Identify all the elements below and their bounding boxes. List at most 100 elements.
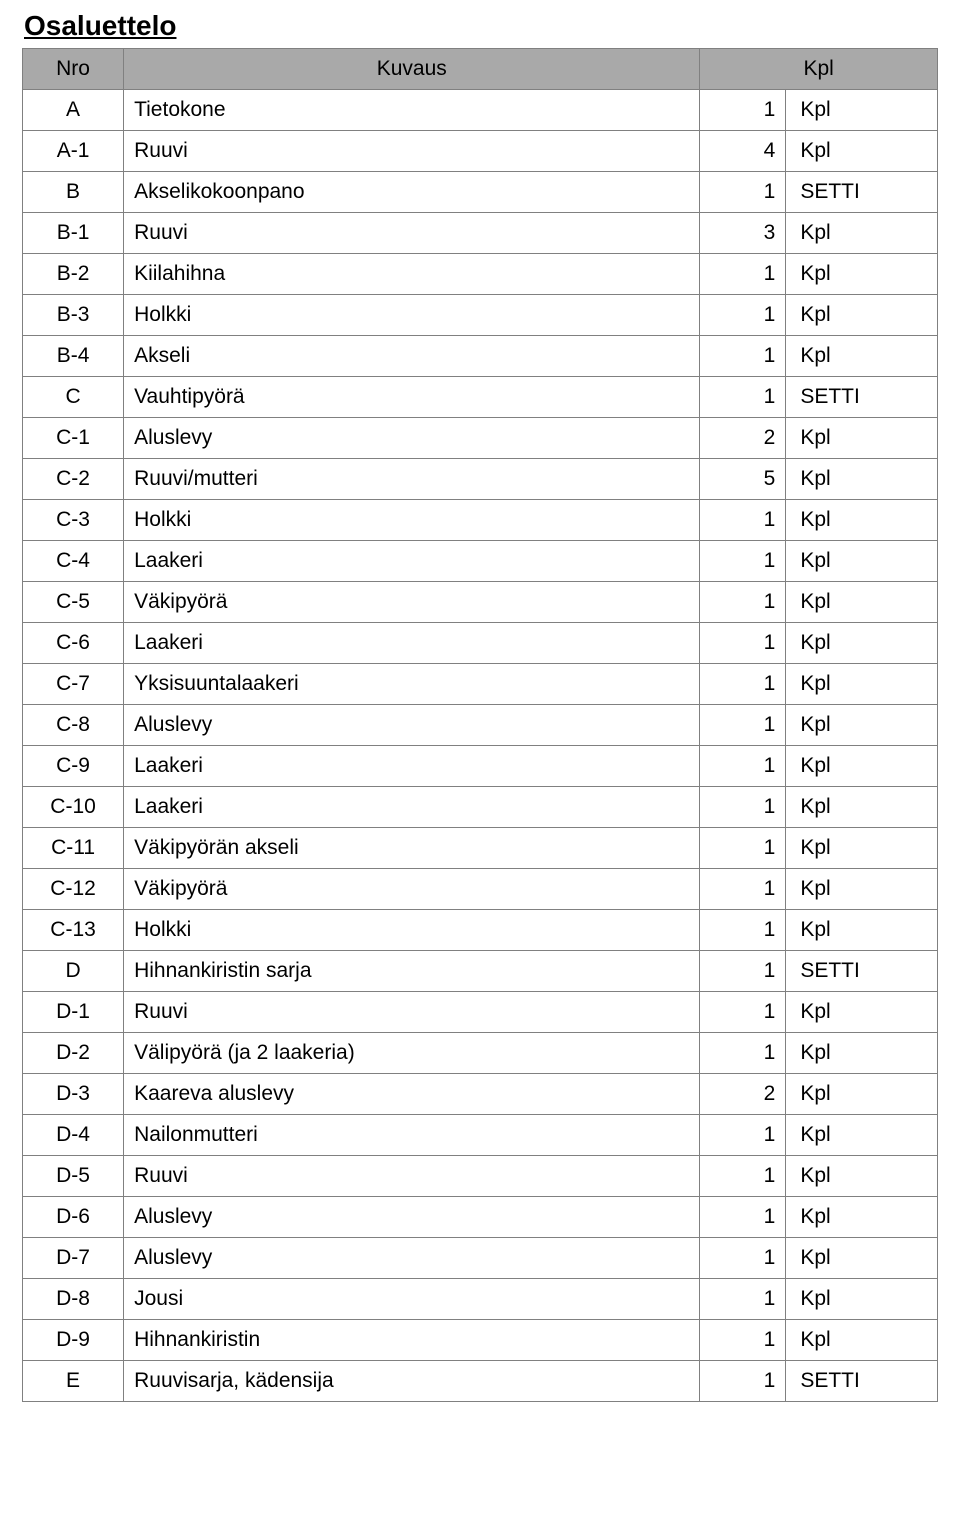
cell-qty: 1 — [700, 541, 786, 582]
cell-unit: Kpl — [786, 1279, 938, 1320]
table-row: C-7Yksisuuntalaakeri1Kpl — [23, 664, 938, 705]
cell-desc: Akselikokoonpano — [124, 172, 700, 213]
cell-qty: 2 — [700, 1074, 786, 1115]
cell-desc: Jousi — [124, 1279, 700, 1320]
cell-qty: 1 — [700, 1115, 786, 1156]
cell-desc: Väkipyörä — [124, 869, 700, 910]
cell-unit: Kpl — [786, 90, 938, 131]
table-row: D-1Ruuvi1Kpl — [23, 992, 938, 1033]
table-row: B-4Akseli1Kpl — [23, 336, 938, 377]
cell-qty: 1 — [700, 1238, 786, 1279]
cell-qty: 1 — [700, 1156, 786, 1197]
cell-unit: SETTI — [786, 377, 938, 418]
cell-nro: C-6 — [23, 623, 124, 664]
cell-desc: Laakeri — [124, 787, 700, 828]
cell-unit: Kpl — [786, 664, 938, 705]
cell-unit: Kpl — [786, 254, 938, 295]
table-row: D-4Nailonmutteri1Kpl — [23, 1115, 938, 1156]
cell-nro: C-2 — [23, 459, 124, 500]
table-row: C-9Laakeri1Kpl — [23, 746, 938, 787]
cell-unit: Kpl — [786, 500, 938, 541]
table-row: C-8Aluslevy1Kpl — [23, 705, 938, 746]
cell-unit: Kpl — [786, 336, 938, 377]
cell-nro: A — [23, 90, 124, 131]
table-row: D-2Välipyörä (ja 2 laakeria)1Kpl — [23, 1033, 938, 1074]
cell-qty: 1 — [700, 1197, 786, 1238]
cell-desc: Tietokone — [124, 90, 700, 131]
cell-unit: Kpl — [786, 459, 938, 500]
cell-unit: Kpl — [786, 213, 938, 254]
cell-nro: C-12 — [23, 869, 124, 910]
cell-desc: Yksisuuntalaakeri — [124, 664, 700, 705]
cell-qty: 1 — [700, 336, 786, 377]
cell-qty: 1 — [700, 1033, 786, 1074]
cell-nro: C-1 — [23, 418, 124, 459]
cell-desc: Ruuvi — [124, 1156, 700, 1197]
cell-nro: E — [23, 1361, 124, 1402]
cell-unit: Kpl — [786, 828, 938, 869]
table-row: C-3Holkki1Kpl — [23, 500, 938, 541]
cell-nro: C-4 — [23, 541, 124, 582]
cell-desc: Holkki — [124, 910, 700, 951]
table-row: ATietokone1Kpl — [23, 90, 938, 131]
cell-nro: D-5 — [23, 1156, 124, 1197]
page: Osaluettelo Nro Kuvaus Kpl ATietokone1Kp… — [0, 0, 960, 1442]
cell-desc: Kiilahihna — [124, 254, 700, 295]
cell-qty: 1 — [700, 951, 786, 992]
cell-unit: Kpl — [786, 623, 938, 664]
table-row: D-6Aluslevy1Kpl — [23, 1197, 938, 1238]
cell-nro: C-3 — [23, 500, 124, 541]
cell-nro: D-1 — [23, 992, 124, 1033]
cell-nro: A-1 — [23, 131, 124, 172]
col-header-kpl: Kpl — [700, 49, 938, 90]
cell-unit: Kpl — [786, 1238, 938, 1279]
cell-desc: Laakeri — [124, 541, 700, 582]
cell-unit: Kpl — [786, 582, 938, 623]
cell-nro: C — [23, 377, 124, 418]
cell-qty: 1 — [700, 1320, 786, 1361]
table-row: C-13Holkki1Kpl — [23, 910, 938, 951]
table-row: D-5Ruuvi1Kpl — [23, 1156, 938, 1197]
cell-nro: C-13 — [23, 910, 124, 951]
cell-nro: D-7 — [23, 1238, 124, 1279]
cell-unit: Kpl — [786, 1197, 938, 1238]
cell-desc: Hihnankiristin sarja — [124, 951, 700, 992]
cell-unit: Kpl — [786, 1320, 938, 1361]
cell-nro: B-1 — [23, 213, 124, 254]
cell-unit: Kpl — [786, 992, 938, 1033]
table-row: B-1Ruuvi3Kpl — [23, 213, 938, 254]
cell-nro: C-11 — [23, 828, 124, 869]
cell-nro: D-3 — [23, 1074, 124, 1115]
cell-nro: D — [23, 951, 124, 992]
cell-qty: 4 — [700, 131, 786, 172]
cell-nro: B-2 — [23, 254, 124, 295]
col-header-kuvaus: Kuvaus — [124, 49, 700, 90]
cell-nro: B-3 — [23, 295, 124, 336]
cell-unit: Kpl — [786, 705, 938, 746]
cell-qty: 1 — [700, 582, 786, 623]
cell-desc: Ruuvi — [124, 131, 700, 172]
table-row: C-11Väkipyörän akseli1Kpl — [23, 828, 938, 869]
cell-qty: 1 — [700, 500, 786, 541]
cell-unit: Kpl — [786, 910, 938, 951]
cell-unit: Kpl — [786, 1033, 938, 1074]
cell-desc: Vauhtipyörä — [124, 377, 700, 418]
cell-qty: 1 — [700, 90, 786, 131]
table-header-row: Nro Kuvaus Kpl — [23, 49, 938, 90]
cell-qty: 1 — [700, 910, 786, 951]
cell-nro: D-8 — [23, 1279, 124, 1320]
cell-desc: Aluslevy — [124, 1238, 700, 1279]
table-row: DHihnankiristin sarja1SETTI — [23, 951, 938, 992]
cell-qty: 5 — [700, 459, 786, 500]
cell-unit: Kpl — [786, 1156, 938, 1197]
table-row: C-2Ruuvi/mutteri5Kpl — [23, 459, 938, 500]
cell-desc: Ruuvi — [124, 213, 700, 254]
table-row: C-1Aluslevy2Kpl — [23, 418, 938, 459]
cell-desc: Holkki — [124, 500, 700, 541]
cell-unit: Kpl — [786, 418, 938, 459]
cell-nro: B — [23, 172, 124, 213]
table-row: A-1Ruuvi4Kpl — [23, 131, 938, 172]
cell-nro: D-4 — [23, 1115, 124, 1156]
cell-desc: Ruuvi — [124, 992, 700, 1033]
cell-nro: D-2 — [23, 1033, 124, 1074]
